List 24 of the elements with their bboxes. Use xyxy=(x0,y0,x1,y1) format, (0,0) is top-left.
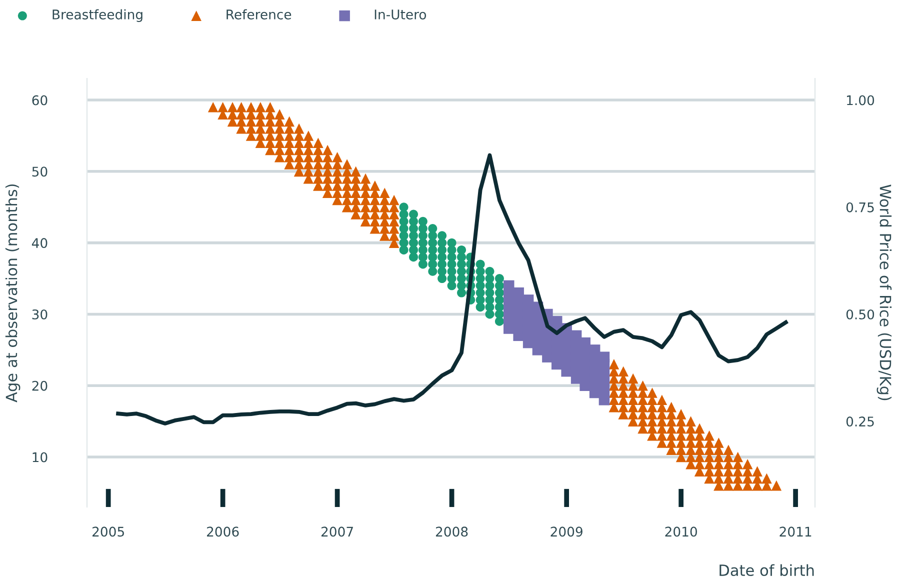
x-tick-label: 2007 xyxy=(321,526,353,537)
y-tick-label: 40 xyxy=(32,238,48,248)
legend-label: Breastfeeding xyxy=(52,9,142,22)
y-tick-label: 50 xyxy=(32,166,48,177)
y2-axis-title: World Price of Rice (USD/Kg) xyxy=(876,184,892,400)
x-tick-label: 2009 xyxy=(550,526,582,537)
x-tick-label: 2005 xyxy=(92,526,124,537)
x-tick-label: 2011 xyxy=(780,526,812,537)
x-axis-title: Date of birth xyxy=(720,564,814,576)
line-series xyxy=(116,153,788,426)
y-tick-label: 30 xyxy=(32,309,48,320)
y2-tick-label: 0.75 xyxy=(846,202,874,212)
y-tick-label: 60 xyxy=(32,95,48,106)
x-tick-label: 2010 xyxy=(665,526,697,537)
legend-label: Reference xyxy=(226,9,292,20)
x-tick-label: 2006 xyxy=(206,526,239,537)
x-tick-label: 2008 xyxy=(436,526,468,537)
legend-label: In-Utero xyxy=(374,10,426,20)
y-tick-label: 10 xyxy=(32,452,48,462)
y2-tick-label: 0.50 xyxy=(846,309,874,320)
y-tick-label: 20 xyxy=(32,380,48,391)
y2-tick-label: 1.00 xyxy=(847,95,874,106)
y2-tick-label: 0.25 xyxy=(846,416,874,427)
y-axis-title: Age at observation (months) xyxy=(5,184,20,402)
